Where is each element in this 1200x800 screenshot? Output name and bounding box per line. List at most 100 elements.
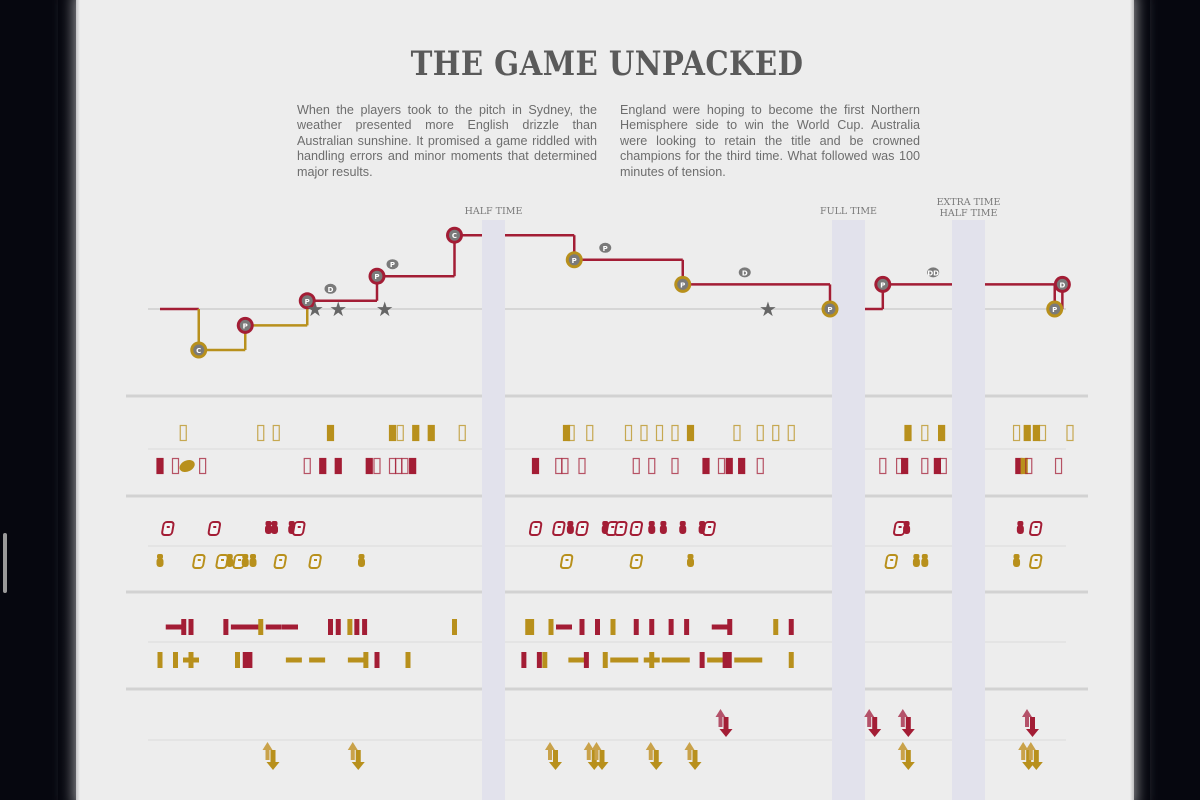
boot-icon <box>192 554 206 569</box>
boot-mark <box>534 526 538 528</box>
fingers <box>1017 521 1024 526</box>
event-letter: P <box>305 298 310 306</box>
arrow-down-icon <box>1022 750 1036 770</box>
event-letter: D <box>328 286 334 294</box>
card-filled-icon <box>319 457 327 475</box>
event-letter: P <box>572 257 577 265</box>
arrow-down-icon <box>868 717 882 737</box>
hand-icon <box>679 521 687 534</box>
card-outline-icon <box>655 424 664 442</box>
vertical-bar-mark <box>521 652 527 668</box>
hand-icon <box>566 521 574 534</box>
card-outline-icon <box>1054 457 1063 475</box>
boot-body <box>273 554 287 569</box>
minor-score-event-icon: D <box>324 283 337 294</box>
band-cover <box>952 225 985 335</box>
score-event-marker: P <box>298 292 316 310</box>
card-outline-icon <box>578 457 586 475</box>
vertical-bar-mark <box>363 652 369 668</box>
scroll-indicator[interactable] <box>3 533 7 593</box>
hand-icon <box>1016 521 1024 534</box>
vertical-bar-mark <box>602 652 608 668</box>
card-filled-icon <box>365 457 373 475</box>
boot-mark <box>708 526 712 528</box>
arrow-down-icon <box>901 717 915 737</box>
vertical-bar-mark <box>347 619 353 635</box>
card-filled-icon <box>725 457 733 475</box>
boot-body <box>614 521 628 536</box>
hand-icon <box>358 554 365 567</box>
score-event-marker: P <box>821 300 839 318</box>
boot-body <box>559 554 574 569</box>
boot-mark <box>565 559 569 561</box>
vertical-bar-mark <box>235 652 240 668</box>
substitution-icon <box>897 742 915 770</box>
vertical-bar-mark <box>328 619 333 635</box>
arrow-up-icon <box>347 742 358 760</box>
substitution-icon <box>1025 742 1043 770</box>
arrow-up-icon <box>715 709 726 727</box>
card-outline-icon <box>458 424 466 442</box>
boot-icon <box>1029 521 1043 536</box>
substitution-icon <box>262 742 280 770</box>
vertical-bar-mark <box>242 652 248 668</box>
vertical-bar-mark <box>374 652 380 668</box>
boot-body <box>884 554 898 569</box>
ball-icon <box>927 267 940 278</box>
boot-mark <box>581 526 584 528</box>
boot-body <box>552 521 566 536</box>
boot-mark <box>297 526 301 528</box>
intro-paragraph-right: England were hoping to become the first … <box>620 103 920 179</box>
score-event-marker: P <box>236 316 254 334</box>
card-filled-icon <box>562 424 571 442</box>
ball-icon <box>301 295 313 307</box>
card-outline-icon <box>640 424 648 442</box>
vertical-bar-mark <box>405 652 411 668</box>
boot-body <box>192 554 206 569</box>
arrow-up-icon <box>645 742 656 760</box>
card-filled-icon <box>686 424 695 442</box>
boot-icon <box>161 521 175 536</box>
event-letter: P <box>243 322 248 330</box>
card-filled-icon <box>901 457 909 475</box>
card-filled-icon <box>427 424 435 442</box>
ball-icon <box>179 459 195 473</box>
palm <box>271 525 278 534</box>
card-filled-icon <box>702 457 710 475</box>
boot-icon <box>207 521 222 536</box>
vertical-bar-mark <box>727 619 733 635</box>
score-event-marker: P <box>565 251 583 269</box>
palm <box>648 525 656 534</box>
horizontal-bar-mark <box>734 657 763 663</box>
boot-body <box>528 521 543 536</box>
vertical-bar-mark <box>525 619 531 635</box>
boot-mark <box>238 559 242 561</box>
ball-icon <box>599 242 612 253</box>
card-outline-icon <box>733 424 741 442</box>
hand-icon <box>912 554 920 567</box>
band-cover <box>832 225 865 335</box>
card-filled-icon <box>412 424 420 442</box>
fingers <box>921 554 928 559</box>
boot-body <box>1029 554 1043 569</box>
arrow-down-icon <box>266 750 280 770</box>
vertical-bar-mark <box>173 652 178 668</box>
hand-icon <box>265 521 272 534</box>
ball-icon <box>449 229 460 241</box>
event-letter: C <box>452 232 457 240</box>
break-label: EXTRA TIME <box>937 197 1001 208</box>
card-filled-icon <box>1020 457 1028 475</box>
horizontal-bar-mark <box>230 624 259 630</box>
boot-mark <box>635 559 639 561</box>
card-outline-icon <box>772 424 780 442</box>
card-filled-icon <box>531 457 540 475</box>
palm <box>659 525 667 534</box>
card-outline-icon <box>1038 424 1047 442</box>
boot-icon <box>308 554 322 569</box>
fingers <box>602 521 609 526</box>
horizontal-bar-mark <box>265 624 282 630</box>
vertical-bar-mark <box>633 619 639 635</box>
ball-icon <box>371 270 383 282</box>
substitution-icon <box>1018 742 1036 770</box>
